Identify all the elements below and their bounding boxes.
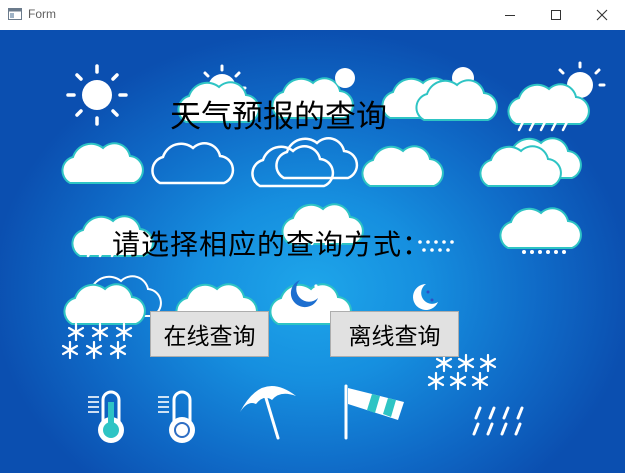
app-icon — [8, 8, 22, 20]
snowflake-icon — [61, 322, 133, 360]
weather-background-image — [61, 61, 606, 443]
thermometer-icon — [158, 390, 195, 443]
cloud-icon — [479, 137, 582, 187]
windsock-icon — [344, 384, 404, 440]
cloud-outline-icon — [151, 142, 235, 185]
cloud-icon — [61, 142, 144, 184]
page-title: 天气预报的查询 — [170, 99, 387, 135]
cloud-rain-icon — [71, 215, 154, 258]
thermometer-icon — [88, 390, 124, 443]
query-mode-prompt: 请选择相应的查询方式： — [112, 228, 432, 261]
offline-query-button[interactable]: 离线查询 — [330, 311, 459, 357]
moon-cloud-icon — [413, 284, 438, 310]
minimize-icon — [505, 15, 515, 16]
maximize-icon — [551, 10, 561, 20]
cloud-icon — [361, 145, 444, 187]
minimize-button[interactable] — [487, 0, 533, 30]
title-bar[interactable]: Form — [0, 0, 625, 30]
sun-cloud-icon — [381, 67, 498, 122]
cloud-icon — [271, 68, 355, 120]
close-icon — [596, 9, 608, 21]
cloud-outline-icon — [251, 137, 359, 188]
cloud-rain-icon — [507, 61, 606, 132]
cloud-icon — [63, 275, 162, 325]
sun-cloud-icon — [177, 64, 260, 124]
sun-icon — [66, 64, 128, 126]
snow-icon — [418, 240, 454, 252]
close-button[interactable] — [579, 0, 625, 30]
form-client-area: 天气预报的查询 请选择相应的查询方式： 在线查询 离线查询 — [0, 30, 625, 473]
window-title: Form — [28, 7, 56, 21]
maximize-button[interactable] — [533, 0, 579, 30]
rain-icon — [472, 406, 524, 436]
cloud-snow-icon — [499, 207, 582, 254]
online-query-button[interactable]: 在线查询 — [150, 311, 269, 357]
umbrella-icon — [240, 386, 296, 440]
snowflake-icon — [427, 353, 497, 391]
moon-cloud-icon — [269, 280, 352, 325]
cloud-rain-icon — [281, 203, 364, 246]
